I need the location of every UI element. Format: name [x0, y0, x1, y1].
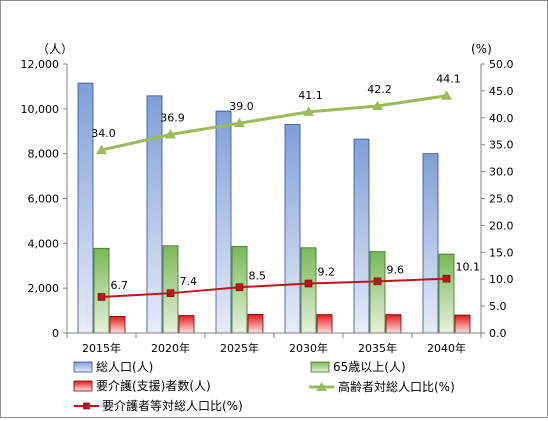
data-label-care-ratio: 6.7	[111, 279, 129, 292]
right-axis-tick-label: 5.0	[489, 300, 507, 313]
left-axis-tick-label: 10,000	[21, 103, 60, 116]
left-axis-ticks: 0 2,000 4,000 6,000 8,000 10,000 12,000	[21, 58, 67, 340]
category-label: 2035年	[358, 341, 397, 355]
marker-elderly-ratio	[165, 128, 176, 139]
bar-care-recipients	[247, 313, 264, 334]
bar-care-recipients	[316, 314, 333, 334]
right-axis-unit: (%)	[471, 42, 492, 56]
bar-care-recipients	[109, 316, 126, 334]
data-label-elderly-ratio: 39.0	[229, 100, 254, 113]
marker-care-ratio	[442, 274, 451, 283]
right-axis-tick-label: 20.0	[489, 219, 514, 232]
bar-aged-65-plus	[438, 253, 455, 334]
right-axis-ticks: 0.0 5.0 10.0 15.0 20.0 25.0 30.0 35.0 40.0 45.0 50…	[481, 58, 514, 340]
data-label-elderly-ratio: 36.9	[160, 111, 185, 124]
bar-care-recipients	[454, 314, 471, 334]
category-label: 2020年	[151, 341, 190, 355]
bar-total-population	[77, 82, 94, 334]
bar-total-population	[284, 124, 301, 334]
left-axis-unit: （人）	[37, 42, 73, 56]
left-axis-tick-label: 6,000	[28, 193, 60, 206]
right-axis-tick-label: 30.0	[489, 166, 514, 179]
data-label-care-ratio: 8.5	[249, 269, 267, 282]
legend-label-total-population: 総人口(人)	[96, 360, 153, 374]
marker-care-ratio	[166, 289, 175, 297]
lines	[96, 90, 452, 301]
marker-care-ratio	[97, 293, 106, 301]
legend-swatch-care-recipients	[73, 380, 93, 392]
marker-elderly-ratio	[303, 106, 314, 116]
data-label-care-ratio: 9.6	[387, 263, 405, 276]
legend: 総人口(人) 65歳以上(人) 要介護(支援)者数(人) 高齢者対総人口比(%)…	[73, 360, 455, 413]
right-axis-tick-label: 45.0	[489, 85, 514, 98]
marker-elderly-ratio	[234, 117, 245, 128]
bar-care-recipients	[385, 314, 402, 334]
bar-care-recipients	[178, 315, 195, 334]
right-axis-tick-label: 35.0	[489, 139, 514, 152]
right-axis-tick-label: 25.0	[489, 193, 514, 206]
category-label: 2025年	[220, 341, 259, 355]
marker-care-ratio	[304, 279, 313, 288]
left-axis-tick-label: 12,000	[21, 58, 60, 71]
legend-swatch-total-population	[73, 361, 93, 373]
bar-total-population	[422, 153, 439, 334]
category-label: 2015年	[82, 341, 121, 355]
right-axis-tick-label: 10.0	[489, 273, 514, 286]
right-axis-tick-label: 50.0	[489, 58, 514, 71]
bar-total-population	[215, 110, 232, 334]
right-axis-tick-label: 15.0	[489, 246, 514, 259]
bar-aged-65-plus	[93, 247, 110, 334]
data-label-care-ratio: 10.1	[456, 261, 481, 274]
legend-label-elderly-ratio: 高齢者対総人口比(%)	[338, 379, 455, 394]
legend-label-aged-65-plus: 65歳以上(人)	[333, 360, 406, 374]
data-labels: 34.0 36.9 39.0 41.1 42.2 44.1 6.7 7.4 8.5 9.2 9.6 1…	[91, 73, 480, 292]
marker-care-ratio	[373, 277, 382, 286]
legend-label-care-ratio: 要介護者等対総人口比(%)	[102, 398, 243, 413]
right-axis-tick-label: 40.0	[489, 112, 514, 125]
data-label-elderly-ratio: 44.1	[436, 73, 461, 86]
data-label-elderly-ratio: 42.2	[367, 83, 392, 96]
data-label-care-ratio: 9.2	[318, 266, 336, 279]
marker-elderly-ratio	[372, 100, 383, 110]
legend-marker-care-ratio	[83, 402, 90, 410]
legend-label-care-recipients: 要介護(支援)者数(人)	[96, 378, 211, 393]
line-elderly-ratio	[101, 94, 447, 152]
category-label: 2040年	[427, 341, 466, 355]
bar-aged-65-plus	[369, 251, 386, 334]
marker-elderly-ratio	[96, 144, 107, 155]
bar-aged-65-plus	[300, 247, 317, 334]
axes	[66, 64, 482, 338]
line-care-ratio	[101, 277, 447, 298]
marker-elderly-ratio	[441, 90, 452, 100]
data-label-elderly-ratio: 41.1	[298, 89, 323, 102]
left-axis-tick-label: 4,000	[28, 237, 60, 250]
left-axis-tick-label: 8,000	[28, 148, 60, 161]
category-label: 2030年	[289, 341, 328, 355]
marker-care-ratio	[235, 283, 244, 292]
data-label-elderly-ratio: 34.0	[91, 127, 116, 140]
data-label-care-ratio: 7.4	[180, 275, 198, 288]
right-axis-tick-label: 0.0	[489, 327, 507, 340]
left-axis-tick-label: 0	[52, 327, 59, 340]
left-axis-tick-label: 2,000	[28, 282, 60, 295]
legend-marker-elderly-ratio	[316, 382, 327, 391]
category-labels: 2015年 2020年 2025年 2030年 2035年 2040年	[82, 341, 466, 355]
bar-total-population	[146, 95, 163, 334]
bar-total-population	[353, 138, 370, 334]
legend-swatch-aged-65-plus	[310, 361, 330, 373]
